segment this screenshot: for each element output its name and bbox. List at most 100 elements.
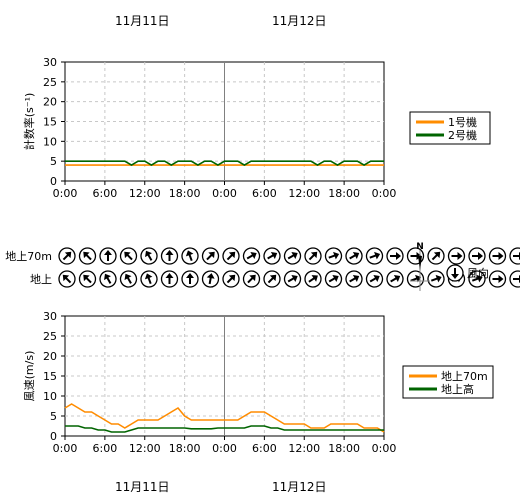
wind-arrow [99,270,117,288]
wind-legend-label: 風向 [467,266,489,280]
y-tick-label: 30 [43,310,57,323]
wind-arrow [406,270,425,288]
compass-icon: N [410,242,430,291]
wind-arrow [468,247,486,265]
x-tick-label: 12:00 [129,442,161,455]
wind-arrow [345,247,363,265]
wind-arrow [140,247,158,265]
wind-arrow [119,247,138,265]
y-tick-label: 20 [43,96,57,109]
wind-arrow [468,270,486,288]
wind-arrow [324,270,343,288]
date-label-top-1: 11月11日 [115,14,170,28]
x-tick-label: 0:00 [53,442,78,455]
wind-arrow [427,270,445,288]
x-tick-label: 6:00 [252,187,277,200]
wind-arrow [386,247,404,265]
x-tick-label: 12:00 [288,187,320,200]
x-tick-label: 18:00 [169,187,201,200]
y-axis-label: 風速(m/s) [23,351,36,402]
wind-arrow [160,270,179,288]
y-tick-label: 15 [43,370,57,383]
y-tick-label: 10 [43,135,57,148]
x-tick-label: 12:00 [288,442,320,455]
x-tick-label: 18:00 [328,187,360,200]
y-axis-label: 計数率(s⁻¹) [22,93,36,151]
x-tick-label: 6:00 [93,187,118,200]
x-tick-label: 0:00 [53,187,78,200]
wind-arrow [201,247,220,265]
x-tick-label: 6:00 [93,442,118,455]
wind-arrow [78,247,97,265]
wind-arrow [304,270,322,288]
y-tick-label: 25 [43,76,57,89]
x-tick-label: 18:00 [169,442,201,455]
wind-arrow [345,270,363,288]
legend-box [409,111,491,145]
wind-arrow [181,247,199,265]
x-tick-label: 0:00 [212,442,237,455]
wind-arrow [222,247,240,265]
legend-label: 地上高 [441,382,474,396]
x-tick-label: 12:00 [129,187,161,200]
series-line-1 [64,403,385,433]
y-tick-label: 20 [43,350,57,363]
wind-arrow [263,270,281,288]
wind-row-label: 地上 [30,273,52,286]
y-tick-label: 5 [50,155,57,168]
wind-arrow [447,247,466,265]
wind-arrow [119,270,138,288]
series-line-2 [65,160,384,167]
wind-arrow [427,247,445,265]
plot-2: 0 5 10 15 20 25 30 0:00 6:00 12:00 18:00 0:00 6:00 12… [23,310,494,455]
date-label-top-2: 11月12日 [272,14,327,28]
x-tick-label: 6:00 [252,442,277,455]
x-tick-label: 18:00 [328,442,360,455]
y-tick-label: 5 [50,410,57,423]
wind-arrow [386,270,404,288]
y-tick-label: 10 [43,390,57,403]
wind-arrow [160,247,179,265]
wind-arrow [304,247,322,265]
series-line-2 [65,425,384,433]
wind-arrow [365,247,384,265]
wind-arrow [488,247,507,265]
y-tick-label: 15 [43,116,57,129]
wind-arrow [509,247,520,265]
y-tick-label: 0 [50,430,57,443]
legend-label: 2号機 [448,128,477,142]
y-tick-label: 0 [50,175,57,188]
wind-arrow [140,270,158,288]
wind-arrow [99,247,117,265]
legend-box [402,365,494,399]
wind-arrow [324,247,343,265]
wind-arrow [509,270,520,288]
wind-legend-icon [446,264,464,282]
wind-arrow [222,270,240,288]
legend-label: 1号機 [448,115,477,129]
y-tick-label: 25 [43,330,57,343]
wind-arrow [283,247,302,265]
wind-direction-panel: 地上70m 地上 [5,247,520,288]
wind-arrow [201,270,220,288]
date-label-bottom-1: 11月11日 [115,480,170,494]
compass-north-label: N [416,242,424,252]
x-tick-label: 0:00 [372,442,397,455]
wind-arrow [181,270,199,288]
x-tick-label: 0:00 [212,187,237,200]
wind-arrow [365,270,384,288]
wind-arrow [58,247,76,265]
wind-arrow [488,270,507,288]
plot-1: 0 5 10 15 20 25 30 0:00 6:00 12:00 18:00 0:00 6:00 12… [22,56,491,200]
wind-arrow [58,270,76,288]
wind-arrow [283,270,302,288]
legend-label: 地上70m [441,370,488,383]
wind-arrow [263,247,281,265]
date-label-bottom-2: 11月12日 [272,480,327,494]
wind-arrow [78,270,97,288]
y-tick-label: 30 [43,56,57,69]
wind-arrow [242,247,261,265]
wind-arrow [242,270,261,288]
